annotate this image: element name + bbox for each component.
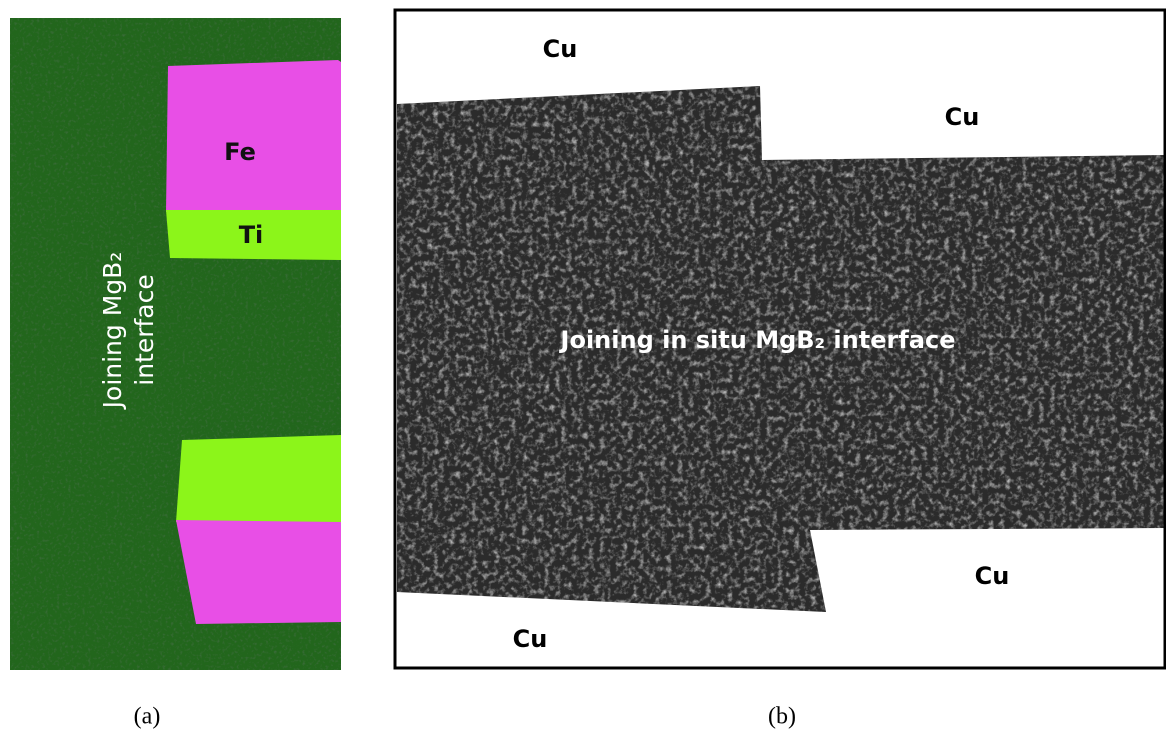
figure: Fe Ti Joining MgB₂ interface (a) Cu Cu C… — [0, 0, 1166, 735]
cu-label: Cu — [513, 625, 548, 653]
interface-label-line: interface — [130, 274, 159, 386]
panel-b: Cu Cu Cu Cu Joining in situ MgB₂ interfa… — [395, 10, 1166, 730]
fe-region-lower — [176, 520, 341, 624]
ti-region-lower — [176, 435, 341, 525]
caption: (a) — [134, 704, 161, 730]
cu-label: Cu — [543, 35, 578, 63]
ti-label: Ti — [239, 221, 264, 249]
interface-label-line: Joining MgB₂ — [98, 252, 127, 411]
cu-label: Cu — [975, 562, 1010, 590]
cu-label: Cu — [945, 103, 980, 131]
fe-label: Fe — [224, 138, 256, 166]
fe-region — [166, 60, 341, 212]
page: Fe Ti Joining MgB₂ interface (a) Cu Cu C… — [0, 0, 1166, 735]
caption: (b) — [768, 704, 796, 730]
panel-a: Fe Ti Joining MgB₂ interface (a) — [10, 18, 341, 730]
interface-label: Joining in situ MgB₂ interface — [559, 326, 956, 354]
